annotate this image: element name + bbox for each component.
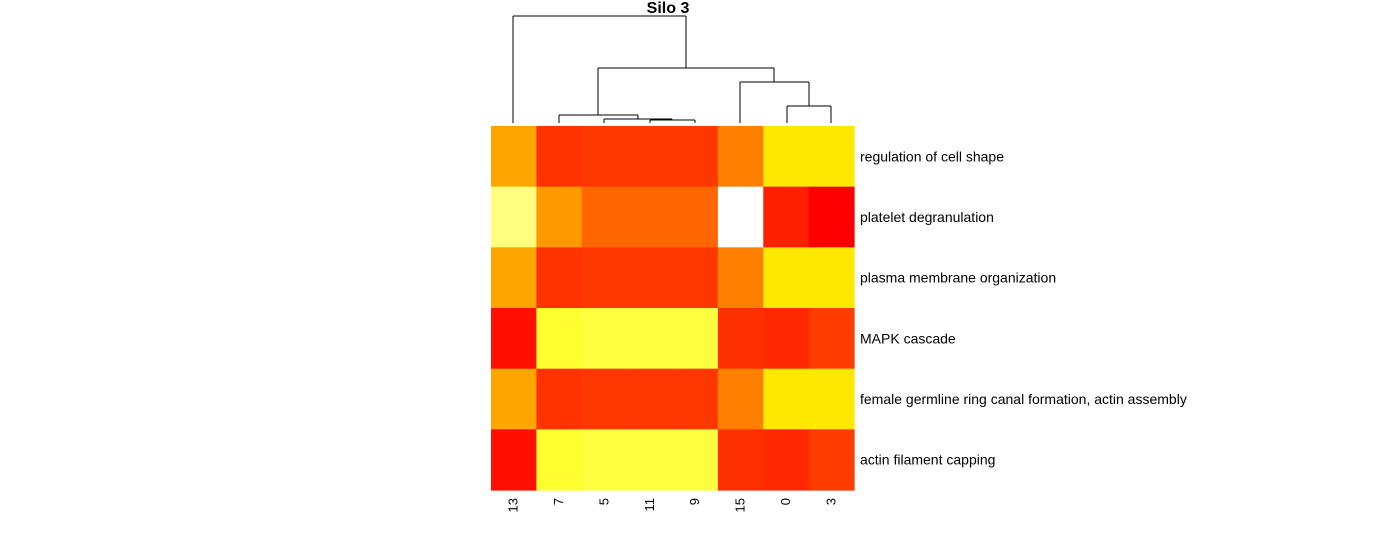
heatmap-cell	[581, 368, 628, 430]
row-label: MAPK cascade	[860, 330, 956, 346]
heatmap-cell	[627, 368, 674, 430]
column-label: 13	[506, 498, 521, 512]
row-label: plasma membrane organization	[860, 270, 1056, 286]
heatmap-cell	[808, 368, 855, 430]
column-label: 7	[551, 498, 566, 505]
heatmap-cell	[808, 126, 855, 188]
heatmap-cell	[717, 429, 764, 491]
heatmap-cell	[627, 308, 674, 370]
heatmap-cell	[672, 126, 719, 188]
heatmap-cell	[627, 247, 674, 309]
heatmap-cell	[536, 126, 583, 188]
heatmap-cell	[717, 126, 764, 188]
heatmap-cell	[808, 186, 855, 248]
heatmap-cell	[763, 247, 810, 309]
heatmap-cell	[491, 126, 537, 188]
heatmap-cell	[536, 308, 583, 370]
column-label: 11	[642, 498, 657, 512]
heatmap-cell	[491, 308, 537, 370]
heatmap-cell	[491, 429, 537, 491]
column-labels: 13 7 5 11 9 15 0 3	[506, 498, 839, 512]
heatmap-cell	[536, 429, 583, 491]
heatmap-cell	[672, 247, 719, 309]
row-labels: regulation of cell shape platelet degranu…	[860, 148, 1187, 467]
heatmap-cell	[672, 429, 719, 491]
heatmap-cell	[581, 247, 628, 309]
heatmap-cell	[717, 308, 764, 370]
row-label: female germline ring canal formation, ac…	[860, 391, 1187, 407]
heatmap-cell	[581, 308, 628, 370]
column-label: 5	[596, 498, 611, 505]
row-label: platelet degranulation	[860, 209, 994, 225]
heatmap-cell	[581, 186, 628, 248]
chart-title: Silo 3	[647, 0, 690, 17]
heatmap-cell	[808, 247, 855, 309]
heatmap-cell	[627, 186, 674, 248]
heatmap-cell	[627, 429, 674, 491]
column-label: 0	[778, 498, 793, 505]
heatmap-cell	[491, 247, 537, 309]
heatmap-cell	[808, 429, 855, 491]
heatmap-cell	[536, 247, 583, 309]
heatmap-cell	[763, 308, 810, 370]
column-label: 3	[823, 498, 838, 505]
heatmap-cell	[717, 186, 764, 248]
heatmap-cells	[491, 126, 855, 491]
heatmap-cell	[491, 368, 537, 430]
heatmap-cell	[672, 186, 719, 248]
heatmap-cell	[581, 429, 628, 491]
heatmap-cell	[763, 368, 810, 430]
heatmap-cell	[672, 308, 719, 370]
heatmap-cell	[763, 429, 810, 491]
heatmap-cell	[536, 368, 583, 430]
heatmap-cell	[717, 368, 764, 430]
heatmap-cell	[672, 368, 719, 430]
column-dendrogram	[512, 15, 832, 123]
heatmap-cell	[808, 308, 855, 370]
heatmap-cell	[491, 186, 537, 248]
row-label: actin filament capping	[860, 452, 995, 468]
column-label: 15	[733, 498, 748, 512]
heatmap-cell	[763, 186, 810, 248]
heatmap-cell	[717, 247, 764, 309]
heatmap-cell	[581, 126, 628, 188]
heatmap-cell	[627, 126, 674, 188]
heatmap-cell	[536, 186, 583, 248]
column-label: 9	[687, 498, 702, 505]
row-label: regulation of cell shape	[860, 148, 1004, 164]
heatmap-cell	[763, 126, 810, 188]
